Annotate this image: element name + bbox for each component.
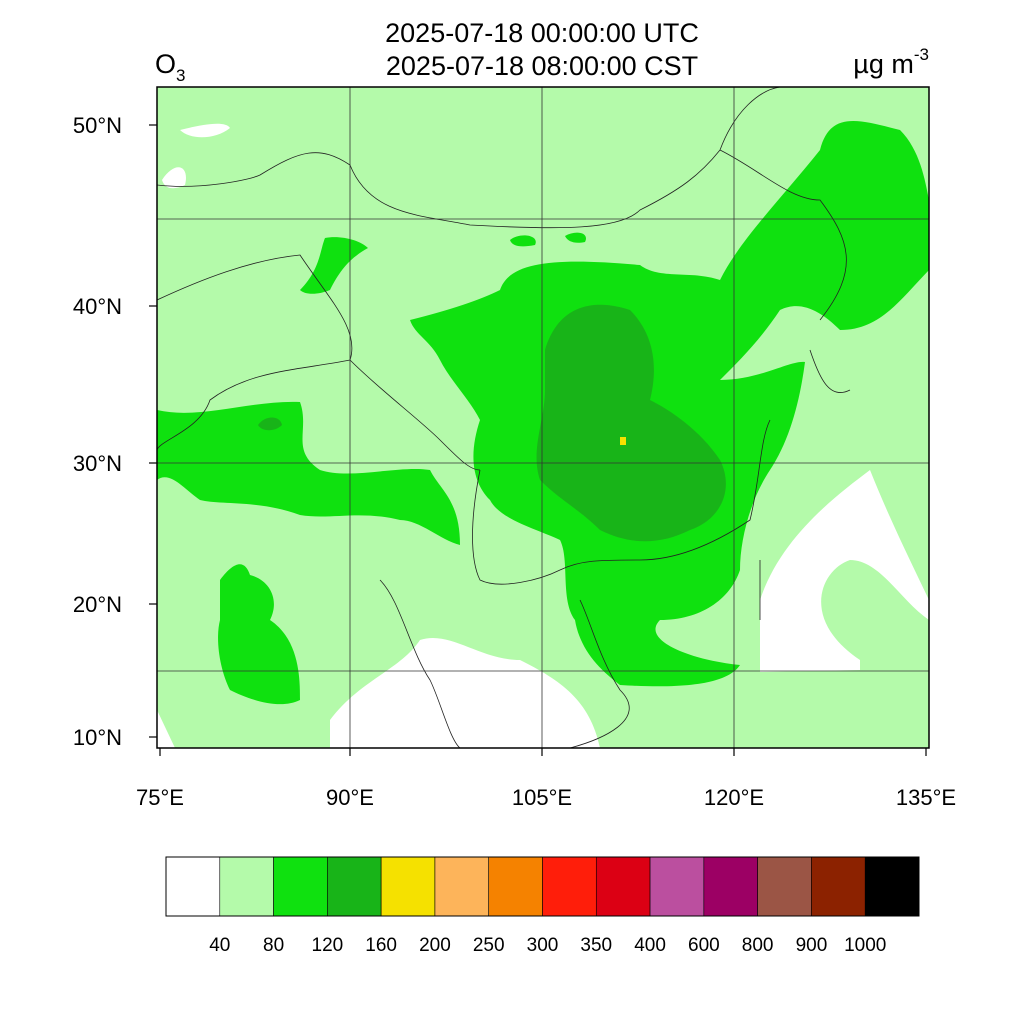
colorbar-box [380, 856, 436, 917]
lat-label: 40°N [73, 294, 122, 319]
colorbar-label: 250 [473, 935, 505, 956]
colorbar-box [595, 856, 651, 917]
colorbar-label: 120 [312, 935, 344, 956]
colorbar-label: 900 [796, 935, 828, 956]
lon-label: 135°E [896, 785, 956, 810]
field-region [218, 564, 300, 705]
field-region [536, 304, 726, 542]
lon-label: 75°E [136, 785, 184, 810]
colorbar-label: 200 [419, 935, 451, 956]
variable-subscript: 3 [176, 66, 185, 85]
lon-label: 105°E [512, 785, 572, 810]
colorbar-label: 1000 [844, 935, 886, 956]
colorbar-box [273, 856, 328, 917]
lat-label: 10°N [73, 725, 122, 750]
field-region [620, 437, 626, 445]
colorbar-box [811, 856, 866, 917]
colorbar-label: 80 [263, 935, 284, 956]
field-region [300, 232, 586, 294]
lat-label: 50°N [73, 113, 122, 138]
colorbar-box [434, 856, 490, 917]
colorbar-box [327, 856, 382, 917]
field-region [760, 470, 929, 672]
field-region [410, 121, 929, 687]
colorbar-box [649, 856, 705, 917]
lat-label: 30°N [73, 451, 122, 476]
lat-label: 20°N [73, 592, 122, 617]
title-local: 2025-07-18 08:00:00 CST [386, 51, 698, 81]
units-superscript: -3 [914, 45, 929, 64]
map-frame [156, 86, 930, 749]
colorbar-label: 300 [527, 935, 559, 956]
colorbar-box [703, 856, 758, 917]
lon-label: 90°E [326, 785, 374, 810]
colorbar-box [542, 856, 597, 917]
variable-label: O3 [155, 49, 185, 85]
colorbar-box [864, 856, 920, 917]
colorbar-label: 400 [634, 935, 666, 956]
colorbar-box [757, 856, 812, 917]
units-label: µg m-3 [853, 45, 929, 79]
colorbar-frame [165, 856, 920, 917]
units-text: µg m [853, 49, 914, 79]
colorbar-label: 160 [365, 935, 397, 956]
colorbar-box [488, 856, 543, 917]
colorbar-box [219, 856, 274, 917]
variable-name: O [155, 49, 176, 79]
field-region [157, 401, 460, 545]
lon-label: 120°E [704, 785, 764, 810]
map-field [157, 87, 929, 748]
field-region [258, 417, 282, 431]
colorbar-label: 800 [742, 935, 774, 956]
title-utc: 2025-07-18 00:00:00 UTC [385, 18, 699, 48]
colorbar-label: 40 [209, 935, 230, 956]
graticule [157, 87, 929, 748]
colorbar-label: 350 [580, 935, 612, 956]
colorbar-label: 600 [688, 935, 720, 956]
colorbar-box [165, 856, 221, 917]
boundary [157, 87, 851, 748]
field-region [330, 637, 600, 748]
